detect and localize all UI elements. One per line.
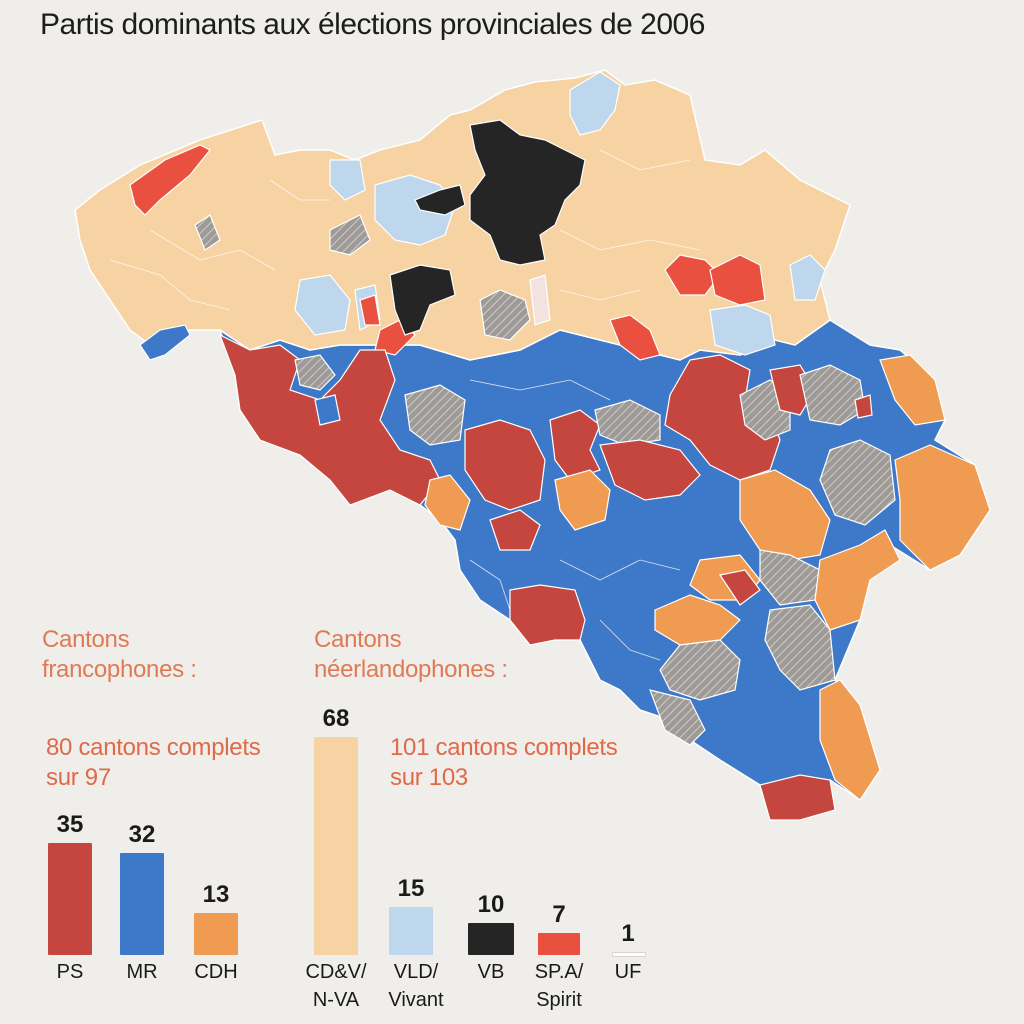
bar-ps xyxy=(48,843,92,955)
label-cdh: CDH xyxy=(186,958,246,986)
flanders-cantons xyxy=(129,71,826,361)
value-spa: 7 xyxy=(552,900,566,928)
francophone-summary: 80 cantons complets sur 97 xyxy=(46,733,261,793)
label-ps: PS xyxy=(40,958,100,986)
francophone-summary-line1: 80 cantons complets xyxy=(46,734,261,761)
value-mr: 32 xyxy=(128,820,156,848)
value-cdv: 68 xyxy=(322,705,350,733)
value-cdh: 13 xyxy=(202,881,230,909)
label-mr: MR xyxy=(112,958,172,986)
bar-mr xyxy=(120,852,164,955)
label-mr-text: MR xyxy=(126,961,158,983)
neerlandophone-summary-line2: sur 103 xyxy=(390,764,468,791)
francophone-heading-line1: Cantons xyxy=(42,626,130,653)
label-uf: UF xyxy=(598,958,658,986)
wallonia-cantons xyxy=(218,333,991,821)
bar-uf xyxy=(612,951,646,957)
label-cdv-line1: CD&V/ xyxy=(305,961,367,983)
label-uf-text: UF xyxy=(614,961,642,983)
neerlandophone-heading: Cantons néerlandophones : xyxy=(314,625,508,685)
label-vb-text: VB xyxy=(477,961,505,983)
neerlandophone-heading-line1: Cantons xyxy=(314,626,402,653)
bar-cdv xyxy=(314,737,358,955)
label-cdv-line2: N-VA xyxy=(312,989,360,1011)
label-cdv: CD&V/ N-VA xyxy=(296,958,376,1014)
value-uf: 1 xyxy=(621,919,635,947)
label-vld: VLD/ Vivant xyxy=(376,958,456,1014)
francophone-heading-line2: francophones : xyxy=(42,656,197,683)
neerlandophone-summary: 101 cantons complets sur 103 xyxy=(390,733,618,793)
label-spa: SP.A/ Spirit xyxy=(524,958,594,1014)
canton-lines xyxy=(109,149,701,661)
bar-cdh xyxy=(194,913,238,955)
value-vld: 15 xyxy=(397,875,425,902)
bar-vb xyxy=(468,923,514,955)
label-vb: VB xyxy=(461,958,521,986)
label-vld-line2: Vivant xyxy=(388,989,444,1011)
bar-vld xyxy=(389,907,433,955)
map-title: Partis dominants aux élections provincia… xyxy=(40,8,705,41)
label-vld-line1: VLD/ xyxy=(393,961,439,983)
neerlandophone-summary-line1: 101 cantons complets xyxy=(390,734,618,761)
label-cdh-text: CDH xyxy=(194,961,238,983)
francophone-summary-line2: sur 97 xyxy=(46,764,111,791)
value-ps: 35 xyxy=(56,811,84,838)
neerlandophone-heading-line2: néerlandophones : xyxy=(314,656,508,683)
bar-spa xyxy=(538,932,580,955)
label-spa-line1: SP.A/ xyxy=(534,961,584,983)
value-vb: 10 xyxy=(477,891,505,918)
flanders-region xyxy=(74,69,851,361)
francophone-heading: Cantons francophones : xyxy=(42,625,197,685)
label-ps-text: PS xyxy=(56,961,84,983)
label-spa-line2: Spirit xyxy=(536,989,582,1011)
